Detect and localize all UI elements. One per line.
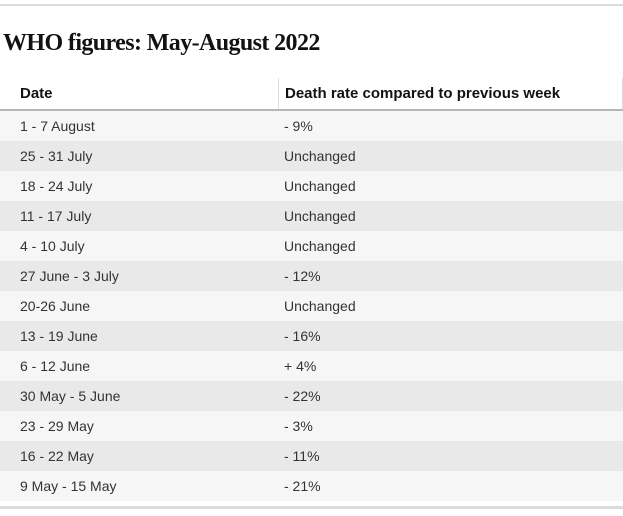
death-rate-cell: - 21% — [284, 478, 321, 494]
table-row: 6 - 12 June + 4% — [0, 351, 623, 381]
death-rate-cell: - 22% — [284, 388, 321, 404]
date-cell: 27 June - 3 July — [20, 268, 119, 284]
death-rate-cell: Unchanged — [284, 238, 356, 254]
table-row: 16 - 22 May - 11% — [0, 441, 623, 471]
table-row: 18 - 24 July Unchanged — [0, 171, 623, 201]
date-cell: 23 - 29 May — [20, 418, 94, 434]
death-rate-cell: - 3% — [284, 418, 313, 434]
bottom-rule — [0, 506, 623, 509]
page-title: WHO figures: May-August 2022 — [3, 30, 320, 57]
table-row: 1 - 7 August - 9% — [0, 111, 623, 141]
date-cell: 11 - 17 July — [20, 208, 92, 224]
date-cell: 16 - 22 May — [20, 448, 94, 464]
table-row: 30 May - 5 June - 22% — [0, 381, 623, 411]
who-figures-table: Date Death rate compared to previous wee… — [0, 78, 623, 501]
death-rate-cell: Unchanged — [284, 178, 356, 194]
table-row: 20-26 June Unchanged — [0, 291, 623, 321]
date-cell: 6 - 12 June — [20, 358, 91, 374]
date-cell: 4 - 10 July — [20, 238, 85, 254]
table-body: 1 - 7 August - 9% 25 - 31 July Unchanged 18 … — [0, 111, 623, 501]
top-rule — [0, 4, 623, 6]
death-rate-cell: Unchanged — [284, 208, 356, 224]
table-row: 11 - 17 July Unchanged — [0, 201, 623, 231]
column-header-death-rate: Death rate compared to previous week — [278, 78, 623, 109]
date-cell: 13 - 19 June — [20, 328, 98, 344]
date-cell: 30 May - 5 June — [20, 388, 121, 404]
table-header-row: Date Death rate compared to previous wee… — [0, 78, 623, 111]
table-row: 4 - 10 July Unchanged — [0, 231, 623, 261]
death-rate-cell: - 11% — [284, 448, 320, 464]
date-cell: 20-26 June — [20, 298, 91, 314]
death-rate-cell: Unchanged — [284, 148, 356, 164]
table-row: 9 May - 15 May - 21% — [0, 471, 623, 501]
death-rate-cell: Unchanged — [284, 298, 356, 314]
date-cell: 18 - 24 July — [20, 178, 93, 194]
date-cell: 25 - 31 July — [20, 148, 93, 164]
death-rate-cell: - 9% — [284, 118, 313, 134]
death-rate-cell: + 4% — [284, 358, 317, 374]
table-row: 25 - 31 July Unchanged — [0, 141, 623, 171]
table-row: 13 - 19 June - 16% — [0, 321, 623, 351]
date-cell: 9 May - 15 May — [20, 478, 117, 494]
column-header-date: Date — [20, 85, 53, 102]
death-rate-cell: - 16% — [284, 328, 321, 344]
date-cell: 1 - 7 August — [20, 118, 95, 134]
death-rate-cell: - 12% — [284, 268, 321, 284]
table-row: 27 June - 3 July - 12% — [0, 261, 623, 291]
table-row: 23 - 29 May - 3% — [0, 411, 623, 441]
